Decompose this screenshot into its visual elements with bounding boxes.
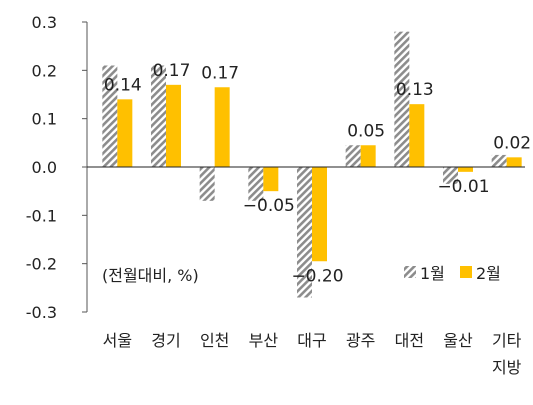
- bar-jan: [248, 167, 264, 201]
- y-tick-label: -0.1: [26, 206, 57, 225]
- bar-feb: [166, 84, 181, 167]
- data-label: 0.13: [396, 80, 434, 100]
- y-tick-label: -0.3: [26, 303, 57, 322]
- legend-jan-swatch: [404, 266, 416, 278]
- bar-jan: [443, 167, 458, 184]
- bar-jan: [394, 31, 410, 167]
- bar-feb: [312, 167, 327, 262]
- category-label: 경기: [151, 331, 180, 350]
- category-label: 대전: [395, 331, 424, 350]
- bar-feb: [263, 167, 279, 192]
- bar-jan: [102, 65, 118, 167]
- unit-note: (전월대비, %): [102, 266, 199, 285]
- category-label: 서울: [103, 331, 132, 350]
- legend-feb-swatch: [460, 266, 472, 278]
- legend-feb-label: 2월: [476, 264, 501, 283]
- y-tick-label: 0.3: [32, 13, 57, 32]
- bar-feb: [409, 104, 425, 167]
- data-label: −0.20: [291, 266, 343, 286]
- data-label: 0.02: [493, 133, 531, 153]
- category-label: 지방: [492, 358, 522, 377]
- bar-jan: [491, 154, 507, 167]
- data-label: −0.05: [243, 196, 295, 216]
- bar-jan: [297, 167, 312, 298]
- data-label: 0.05: [347, 121, 385, 141]
- data-label: 0.17: [153, 61, 191, 81]
- y-tick-label: 0.2: [32, 61, 57, 80]
- bar-jan: [345, 145, 361, 167]
- bar-feb: [360, 145, 376, 167]
- y-tick-label: 0.1: [32, 110, 57, 129]
- y-tick-label: -0.2: [26, 255, 57, 274]
- legend: 1월 2월: [404, 264, 501, 283]
- bar-feb: [117, 99, 133, 167]
- category-label: 부산: [249, 331, 279, 350]
- bar-feb: [506, 157, 522, 167]
- category-label: 기타: [492, 331, 522, 350]
- legend-jan-label: 1월: [420, 264, 445, 283]
- bar-feb: [214, 87, 230, 167]
- category-label: 광주: [346, 331, 375, 350]
- data-label: −0.01: [437, 177, 489, 197]
- bar-jan: [199, 167, 215, 201]
- bar-feb: [458, 167, 473, 172]
- data-label: 0.14: [104, 75, 142, 95]
- category-label: 인천: [200, 331, 229, 350]
- category-label: 울산: [443, 331, 473, 350]
- bar-jan: [151, 65, 166, 167]
- data-label: 0.17: [201, 63, 239, 83]
- y-tick-label: 0.0: [32, 158, 57, 177]
- category-label: 대구: [297, 331, 326, 350]
